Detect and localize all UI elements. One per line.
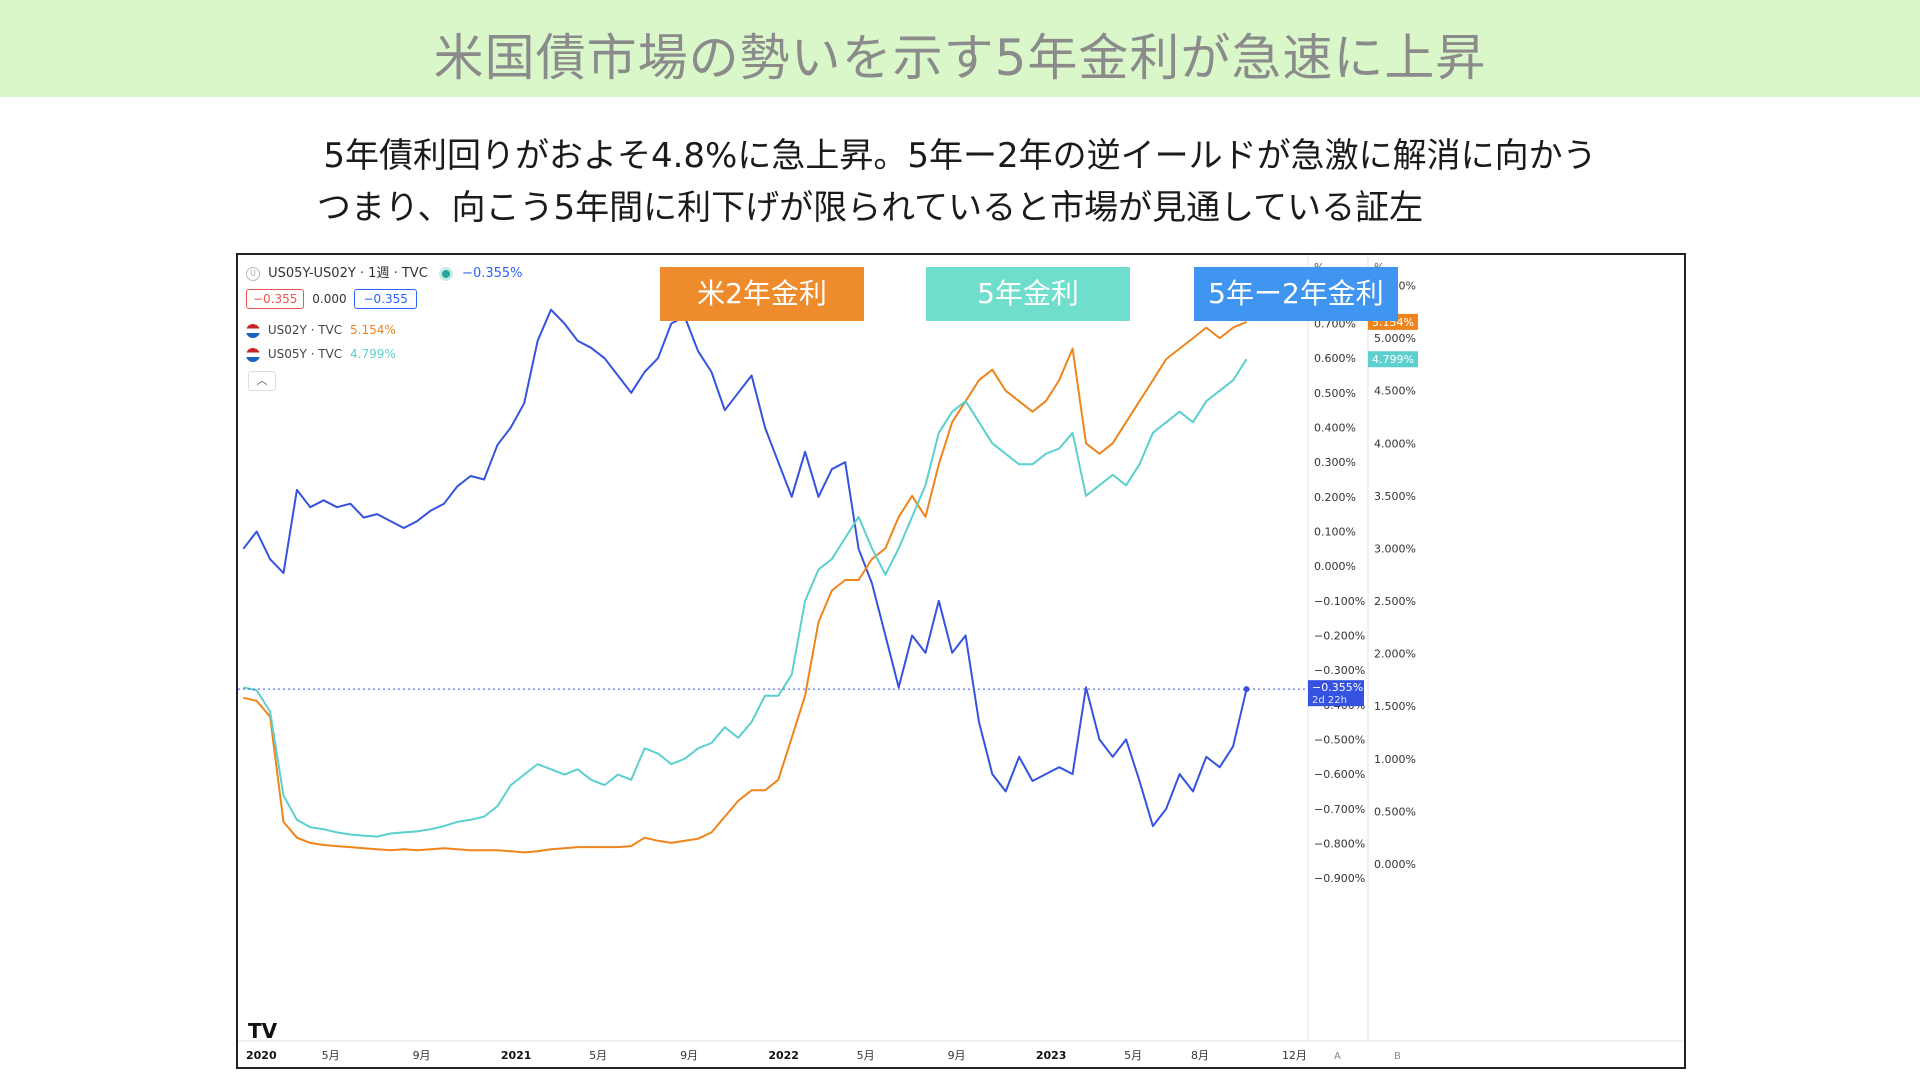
left-axis-tick: 0.000%: [1314, 560, 1356, 573]
x-axis-tick: 2020: [246, 1049, 277, 1062]
main-series-legend[interactable]: U US05Y-US02Y · 1週 · TVC −0.355%: [246, 262, 523, 281]
x-axis-tick: 5月: [322, 1049, 340, 1062]
axis-footer-a: A: [1334, 1051, 1341, 1062]
left-axis-tick: −0.200%: [1314, 629, 1365, 642]
symbol-icon: U: [246, 266, 260, 281]
last-us5y-badge: [1368, 351, 1418, 368]
last-spread-time: 2d 22h: [1312, 695, 1347, 706]
value-box-mid: 0.000: [312, 292, 347, 306]
page-title: 米国債市場の勢いを示す5年金利が急速に上昇: [433, 29, 1487, 87]
right-axis-tick: 3.000%: [1374, 542, 1416, 555]
subtitle-line-2: つまり、向こう5年間に利下げが限られていると市場が見通している証左: [316, 188, 1424, 228]
axis-footer-b: B: [1394, 1051, 1401, 1062]
chevron-up-icon[interactable]: ︿: [248, 371, 276, 391]
x-axis-tick: 2022: [768, 1049, 799, 1062]
us02y-name: US02Y · TVC: [267, 323, 343, 337]
left-axis-tick: −0.700%: [1314, 803, 1365, 816]
chart-panel[interactable]: %%0.800%0.700%0.600%0.500%0.400%0.300%0.…: [236, 253, 1686, 1069]
market-status-icon: [441, 269, 450, 278]
x-axis-tick: 9月: [680, 1049, 698, 1062]
main-symbol-label: US05Y-US02Y · 1週 · TVC: [268, 266, 428, 281]
left-axis-tick: −0.500%: [1314, 733, 1365, 746]
x-axis-tick: 9月: [948, 1049, 966, 1062]
right-axis-tick: 0.500%: [1374, 805, 1416, 818]
x-axis-tick: 5月: [589, 1049, 607, 1062]
left-axis-tick: 0.600%: [1314, 352, 1356, 365]
right-axis-tick: 1.000%: [1374, 753, 1416, 766]
x-axis-tick: 5月: [857, 1049, 875, 1062]
left-axis-tick: −0.600%: [1314, 768, 1365, 781]
right-axis-tick: 5.000%: [1374, 332, 1416, 345]
right-axis-tick: 2.500%: [1374, 595, 1416, 608]
us-flag-icon: [246, 347, 260, 362]
title-banner: 米国債市場の勢いを示す5年金利が急速に上昇: [0, 0, 1920, 97]
spread-label: 5年ー2年金利: [1194, 267, 1398, 321]
x-axis-tick: 9月: [413, 1049, 431, 1062]
right-axis-tick: 2.000%: [1374, 648, 1416, 661]
us05y-value: 4.799%: [350, 347, 396, 361]
value-box-high: −0.355: [354, 289, 417, 309]
us02y-value: 5.154%: [350, 323, 396, 337]
left-axis-tick: 0.400%: [1314, 422, 1356, 435]
us05y-legend[interactable]: US05Y · TVC 4.799%: [246, 347, 396, 362]
series-line-us05y-us02y: [242, 308, 1248, 828]
right-axis-tick: 1.500%: [1374, 700, 1416, 713]
us-flag-icon: [246, 323, 260, 338]
us05y-name: US05Y · TVC: [267, 347, 343, 361]
last-spread-value: −0.355%: [1312, 681, 1363, 694]
us02y-legend[interactable]: US02Y · TVC 5.154%: [246, 323, 396, 338]
left-axis-tick: 0.100%: [1314, 525, 1356, 538]
x-axis-tick: 5月: [1124, 1049, 1142, 1062]
left-axis-tick: 0.200%: [1314, 491, 1356, 504]
left-axis-tick: −0.800%: [1314, 837, 1365, 850]
last-value-dot: [1243, 686, 1250, 693]
left-axis-tick: 0.500%: [1314, 387, 1356, 400]
right-axis-tick: 4.000%: [1374, 437, 1416, 450]
left-axis-tick: −0.300%: [1314, 664, 1365, 677]
left-axis-tick: 0.300%: [1314, 456, 1356, 469]
right-axis-tick: 3.500%: [1374, 490, 1416, 503]
subtitle-line-1: 5年債利回りがおよそ4.8%に急上昇。5年ー2年の逆イールドが急激に解消に向かう: [323, 136, 1597, 176]
last-us5y-value: 4.799%: [1372, 353, 1414, 366]
main-value: −0.355%: [462, 266, 523, 281]
right-axis-tick: 0.000%: [1374, 858, 1416, 871]
left-axis-tick: −0.100%: [1314, 595, 1365, 608]
series-line-us05y: [243, 358, 1248, 838]
x-axis-tick: 8月: [1191, 1049, 1209, 1062]
last-spread-badge: [1308, 680, 1364, 707]
x-axis-tick: 2023: [1036, 1049, 1067, 1062]
tradingview-logo: TV: [248, 1019, 278, 1043]
us5y-label: 5年金利: [926, 267, 1130, 321]
us2y-label: 米2年金利: [660, 267, 864, 321]
series-line-us02y: [243, 320, 1247, 854]
right-axis-tick: 4.500%: [1374, 385, 1416, 398]
ohlc-boxes: −0.355 0.000 −0.355: [246, 289, 417, 309]
x-axis-tick: 12月: [1282, 1049, 1307, 1062]
chart-canvas[interactable]: %%0.800%0.700%0.600%0.500%0.400%0.300%0.…: [238, 255, 1684, 1067]
x-axis-tick: 2021: [501, 1049, 532, 1062]
left-axis-tick: −0.900%: [1314, 872, 1365, 885]
value-box-low: −0.355: [246, 289, 305, 309]
